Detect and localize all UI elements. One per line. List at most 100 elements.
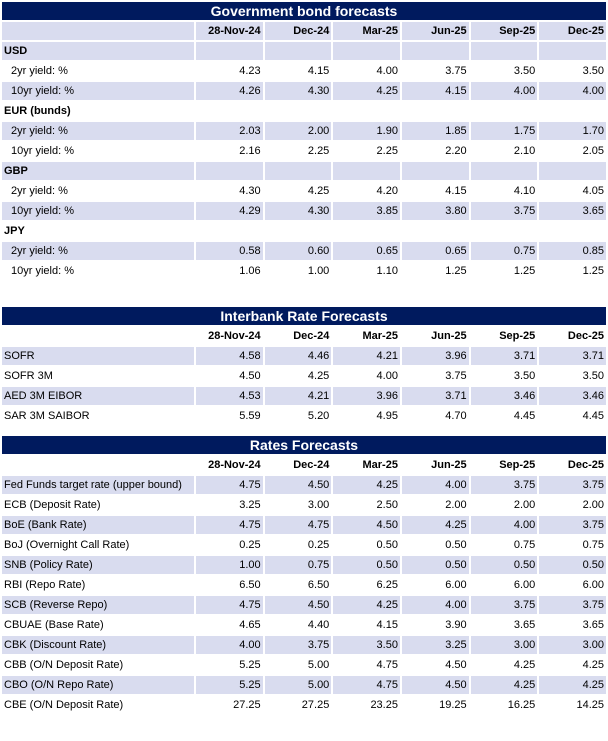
bond-header-row: 28-Nov-24 Dec-24 Mar-25 Jun-25 Sep-25 De… bbox=[2, 22, 606, 40]
table-cell: 4.25 bbox=[264, 367, 332, 385]
table-cell: 3.71 bbox=[401, 387, 469, 405]
table-row: AED 3M EIBOR 4.53 4.21 3.96 3.71 3.46 3.… bbox=[2, 387, 606, 405]
government-bond-forecasts-table: Government bond forecasts 28-Nov-24 Dec-… bbox=[0, 0, 608, 282]
table-cell: 3.80 bbox=[401, 202, 469, 220]
table-cell: 3.00 bbox=[470, 636, 538, 654]
table-cell: 4.75 bbox=[333, 676, 400, 694]
table-cell: 4.00 bbox=[401, 476, 469, 494]
column-header: 28-Nov-24 bbox=[196, 456, 263, 474]
table-row: CBK (Discount Rate) 4.00 3.75 3.50 3.25 … bbox=[2, 636, 606, 654]
row-label: CBO (O/N Repo Rate) bbox=[2, 676, 194, 694]
table-cell: 4.00 bbox=[470, 516, 538, 534]
table-cell: 0.50 bbox=[401, 536, 469, 554]
group-header-row: JPY bbox=[2, 222, 606, 240]
row-label: 10yr yield: % bbox=[2, 202, 194, 220]
row-label: CBB (O/N Deposit Rate) bbox=[2, 656, 194, 674]
table-cell: 4.50 bbox=[333, 516, 400, 534]
table-cell: 4.00 bbox=[196, 636, 263, 654]
table-cell: 3.50 bbox=[333, 636, 400, 654]
table-cell: 4.10 bbox=[470, 182, 538, 200]
table-cell: 4.25 bbox=[333, 476, 400, 494]
table-cell: 4.21 bbox=[333, 347, 400, 365]
table-cell: 3.75 bbox=[401, 62, 469, 80]
row-label: BoE (Bank Rate) bbox=[2, 516, 194, 534]
rates-forecasts-table: Rates Forecasts 28-Nov-24 Dec-24 Mar-25 … bbox=[0, 434, 608, 716]
group-label: JPY bbox=[2, 222, 194, 240]
row-label: SOFR bbox=[2, 347, 194, 365]
table-row: 2yr yield: % 4.30 4.25 4.20 4.15 4.10 4.… bbox=[2, 182, 606, 200]
table-cell: 0.25 bbox=[196, 536, 263, 554]
row-label: RBI (Repo Rate) bbox=[2, 576, 194, 594]
table-cell: 4.58 bbox=[196, 347, 263, 365]
table-cell: 4.00 bbox=[333, 62, 400, 80]
table-cell: 1.25 bbox=[470, 262, 538, 280]
table-row: ECB (Deposit Rate) 3.25 3.00 2.50 2.00 2… bbox=[2, 496, 606, 514]
table-cell: 4.40 bbox=[264, 616, 332, 634]
table-row: CBE (O/N Deposit Rate) 27.25 27.25 23.25… bbox=[2, 696, 606, 714]
table-cell: 4.23 bbox=[196, 62, 263, 80]
table-cell: 3.96 bbox=[401, 347, 469, 365]
table-cell: 4.00 bbox=[401, 596, 469, 614]
table-cell: 1.06 bbox=[196, 262, 263, 280]
group-header-row: GBP bbox=[2, 162, 606, 180]
table-cell: 4.26 bbox=[196, 82, 263, 100]
column-header: Sep-25 bbox=[470, 22, 538, 40]
table-cell: 2.16 bbox=[196, 142, 263, 160]
interbank-table-title: Interbank Rate Forecasts bbox=[2, 307, 606, 325]
row-label: Fed Funds target rate (upper bound) bbox=[2, 476, 194, 494]
row-label: 2yr yield: % bbox=[2, 122, 194, 140]
table-cell: 0.50 bbox=[401, 556, 469, 574]
table-cell: 1.70 bbox=[539, 122, 606, 140]
table-cell: 4.70 bbox=[401, 407, 469, 425]
row-label: SAR 3M SAIBOR bbox=[2, 407, 194, 425]
table-cell: 4.25 bbox=[264, 182, 332, 200]
rates-header-blank bbox=[2, 456, 194, 474]
table-cell: 3.50 bbox=[470, 367, 538, 385]
table-cell: 1.00 bbox=[264, 262, 332, 280]
table-cell: 4.75 bbox=[196, 476, 263, 494]
row-label: SOFR 3M bbox=[2, 367, 194, 385]
row-label: 10yr yield: % bbox=[2, 82, 194, 100]
table-cell: 2.10 bbox=[470, 142, 538, 160]
table-cell: 4.15 bbox=[264, 62, 332, 80]
table-cell: 4.45 bbox=[470, 407, 538, 425]
table-cell: 6.00 bbox=[539, 576, 606, 594]
table-cell: 2.05 bbox=[539, 142, 606, 160]
table-cell: 3.75 bbox=[470, 596, 538, 614]
table-cell: 4.00 bbox=[333, 367, 400, 385]
table-cell: 1.25 bbox=[539, 262, 606, 280]
row-label: 2yr yield: % bbox=[2, 62, 194, 80]
table-cell: 4.53 bbox=[196, 387, 263, 405]
table-cell: 0.25 bbox=[264, 536, 332, 554]
column-header: Jun-25 bbox=[401, 22, 469, 40]
table-row: SNB (Policy Rate) 1.00 0.75 0.50 0.50 0.… bbox=[2, 556, 606, 574]
table-cell: 0.50 bbox=[539, 556, 606, 574]
table-cell: 5.00 bbox=[264, 676, 332, 694]
table-cell: 4.29 bbox=[196, 202, 263, 220]
table-cell: 0.58 bbox=[196, 242, 263, 260]
table-row: 2yr yield: % 2.03 2.00 1.90 1.85 1.75 1.… bbox=[2, 122, 606, 140]
table-cell: 2.00 bbox=[401, 496, 469, 514]
table-cell: 0.65 bbox=[401, 242, 469, 260]
table-cell: 4.00 bbox=[539, 82, 606, 100]
table-cell: 3.75 bbox=[470, 202, 538, 220]
table-cell: 27.25 bbox=[264, 696, 332, 714]
table-cell: 3.50 bbox=[539, 367, 606, 385]
table-cell: 3.65 bbox=[539, 616, 606, 634]
table-cell: 0.75 bbox=[539, 536, 606, 554]
table-cell: 2.50 bbox=[333, 496, 400, 514]
table-cell: 3.85 bbox=[333, 202, 400, 220]
column-header: Dec-24 bbox=[264, 327, 332, 345]
table-cell: 4.50 bbox=[264, 596, 332, 614]
table-cell: 4.95 bbox=[333, 407, 400, 425]
table-cell: 5.25 bbox=[196, 676, 263, 694]
table-cell: 3.00 bbox=[539, 636, 606, 654]
table-cell: 4.25 bbox=[333, 596, 400, 614]
column-header: Jun-25 bbox=[401, 456, 469, 474]
column-header: Dec-25 bbox=[539, 22, 606, 40]
table-cell: 2.25 bbox=[333, 142, 400, 160]
table-cell: 27.25 bbox=[196, 696, 263, 714]
table-cell: 4.25 bbox=[401, 516, 469, 534]
table-cell: 4.75 bbox=[196, 516, 263, 534]
